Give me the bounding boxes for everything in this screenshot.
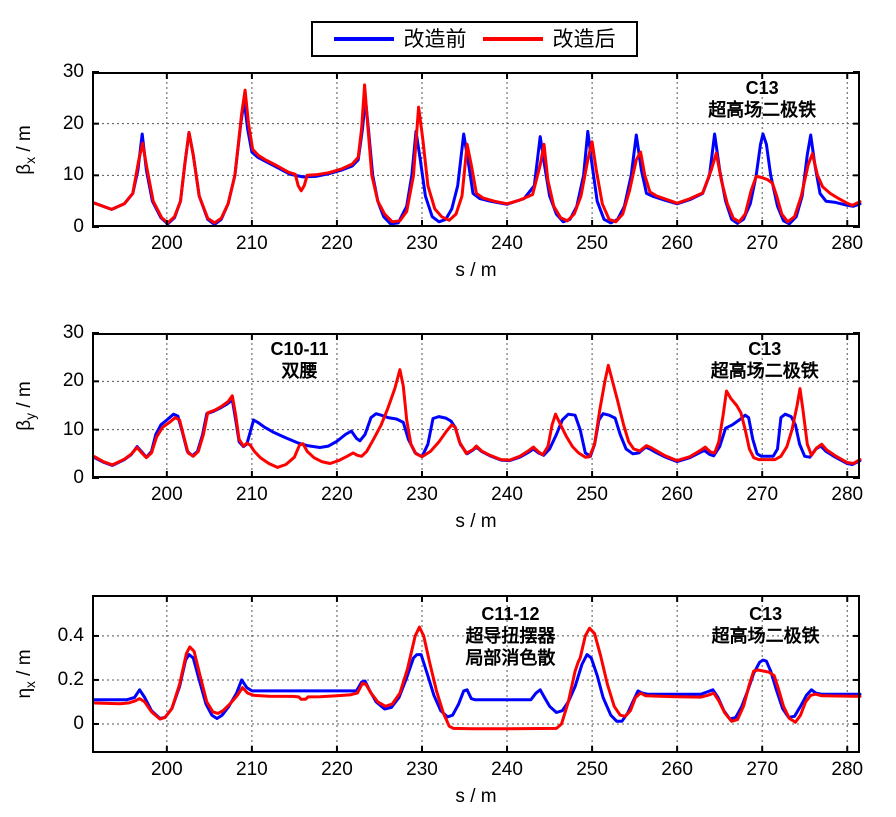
y-tick-label: 0.2 — [57, 668, 84, 690]
x-axis-label-eta-x: s / m — [455, 786, 497, 807]
x-tick-label: 230 — [406, 484, 438, 505]
x-tick-label: 260 — [661, 233, 693, 254]
x-tick-label: 240 — [491, 233, 523, 254]
annotation-line: 超高场二极铁 — [711, 625, 820, 646]
x-tick-label: 220 — [321, 759, 353, 780]
y-tick-label: 20 — [62, 112, 84, 134]
x-tick-label: 230 — [406, 759, 438, 780]
series-after-line — [93, 363, 862, 469]
legend-item-before: 改造前 — [333, 27, 467, 51]
axes-border — [92, 595, 860, 753]
legend-line-after — [482, 37, 543, 41]
panel-eta-x-plot — [92, 595, 862, 753]
x-tick-label: 260 — [661, 759, 693, 780]
annotation-line: 超高场二极铁 — [708, 100, 817, 121]
x-tick-label: 250 — [576, 484, 608, 505]
x-tick-label: 270 — [746, 759, 779, 780]
x-tick-label: 270 — [746, 484, 779, 505]
x-tick-label: 270 — [746, 233, 779, 254]
x-tick-label: 210 — [236, 759, 268, 780]
annotation-line: C10-11 — [270, 338, 329, 359]
series-after-line — [93, 83, 862, 225]
x-tick-label: 280 — [831, 759, 864, 780]
panel-beta-y-plot — [92, 332, 862, 479]
x-axis-label-beta-x: s / m — [455, 260, 497, 281]
y-tick-label: 0 — [73, 216, 84, 237]
axes-border — [92, 333, 860, 478]
y-tick-label: 30 — [62, 322, 84, 343]
annotation-eta-x: C11-12 超导扭摆器 局部消色散 — [465, 603, 555, 669]
annotation-beta-y: C10-11 双腰 — [270, 338, 328, 382]
annotation-beta-x: C13 超高场二极铁 — [708, 77, 816, 121]
annotation-beta-y: C13 超高场二极铁 — [711, 338, 819, 382]
x-tick-label: 280 — [831, 233, 864, 254]
x-tick-label: 220 — [321, 233, 353, 254]
legend-item-after: 改造后 — [482, 27, 616, 51]
x-tick-label: 220 — [321, 484, 353, 505]
annotation-line: C13 — [748, 338, 782, 359]
y-tick-label: 0 — [73, 712, 84, 734]
annotation-line: 超导扭摆器 — [465, 625, 556, 646]
x-tick-label: 250 — [576, 759, 608, 780]
y-tick-label: 30 — [62, 61, 84, 82]
annotation-line: 双腰 — [281, 360, 318, 381]
panel-beta-x-plot — [92, 71, 862, 228]
axes-border — [92, 72, 860, 227]
y-tick-label: 10 — [62, 164, 84, 186]
x-tick-label: 260 — [661, 484, 693, 505]
x-tick-label: 240 — [491, 759, 523, 780]
y-tick-label: 10 — [62, 418, 84, 440]
x-tick-label: 250 — [576, 233, 608, 254]
legend-label-before: 改造前 — [403, 27, 467, 51]
y-tick-label: 20 — [62, 370, 84, 392]
y-axis-label-beta-x: βx / m — [14, 124, 38, 175]
annotation-line: C11-12 — [481, 603, 540, 624]
legend-label-after: 改造后 — [552, 27, 616, 51]
x-tick-label: 240 — [491, 484, 523, 505]
y-axis-label-beta-y: βy / m — [14, 380, 38, 431]
x-tick-label: 230 — [406, 233, 438, 254]
y-tick-label: 0.4 — [57, 624, 84, 646]
x-tick-label: 200 — [150, 233, 183, 254]
x-tick-label: 280 — [831, 484, 864, 505]
x-axis-label-beta-y: s / m — [455, 511, 497, 532]
y-axis-label-eta-x: ηx / m — [14, 649, 38, 699]
x-tick-label: 210 — [236, 233, 268, 254]
legend-line-before — [333, 37, 394, 41]
x-tick-label: 210 — [236, 484, 268, 505]
series-after-line — [93, 625, 862, 731]
x-tick-label: 200 — [150, 759, 183, 780]
annotation-eta-x: C13 超高场二极铁 — [712, 603, 820, 647]
annotation-line: C13 — [745, 78, 779, 99]
annotation-line: C13 — [749, 603, 783, 624]
legend: 改造前 改造后 — [311, 21, 638, 57]
annotation-line: 超高场二极铁 — [710, 360, 819, 381]
annotation-line: 局部消色散 — [465, 647, 556, 668]
y-tick-label: 0 — [73, 467, 84, 488]
x-tick-label: 200 — [150, 484, 183, 505]
